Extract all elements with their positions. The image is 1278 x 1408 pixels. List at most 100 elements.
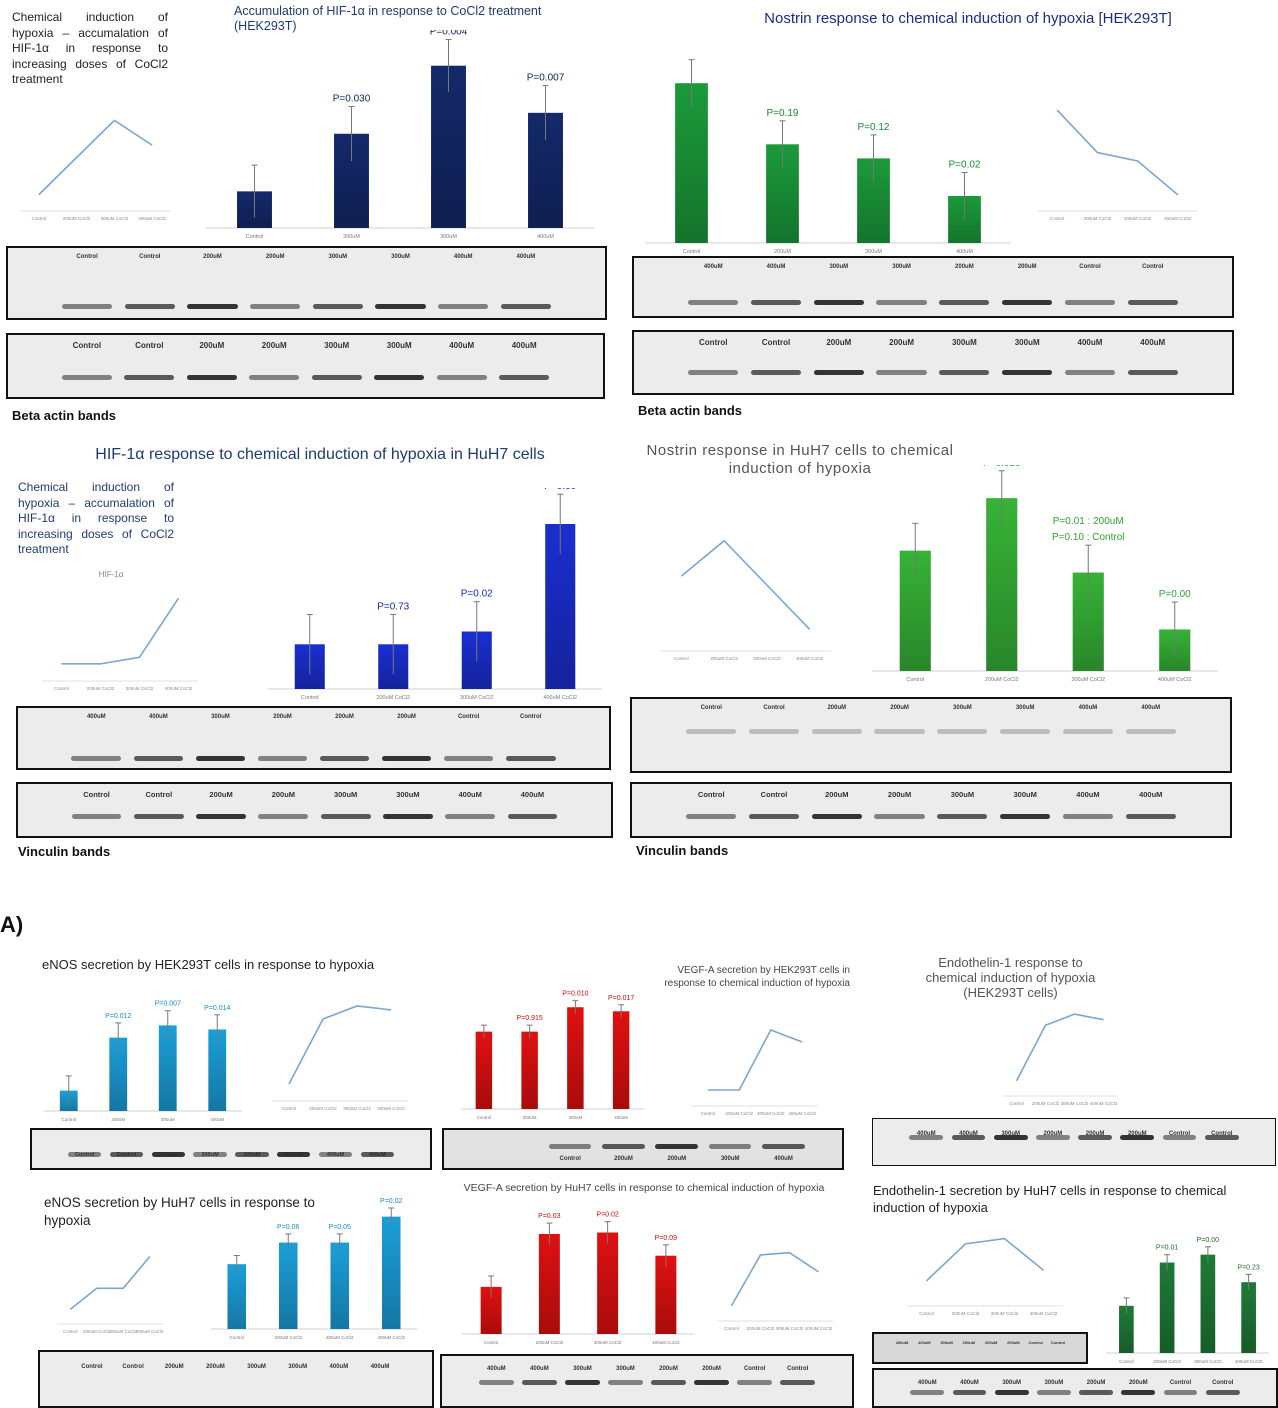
- trend-line: [288, 1005, 392, 1085]
- chart-enos-hek293t: Control P=0.012 200uM P=0.007 300uM P=0.014 40…: [44, 1001, 242, 1122]
- trend-nostrin-hek293t: Control 200uM CoCl2 300uM CoCl2 400uM CoCl2: [1037, 109, 1198, 221]
- tick-label-2: 300uM: [440, 234, 457, 240]
- trend-tick-0: Control: [32, 216, 47, 221]
- bar-3: [1241, 1282, 1256, 1353]
- lane-label-7: Control: [1050, 1340, 1066, 1345]
- p-value-1: P=0.19: [767, 108, 799, 119]
- lane-label-6: 400uM: [1078, 705, 1098, 711]
- band-7: [499, 375, 550, 380]
- band-4: [939, 300, 990, 305]
- tick-label-0: Control: [484, 1340, 499, 1345]
- band-4: [311, 375, 362, 380]
- trend-line: [1015, 1013, 1104, 1082]
- band-3: [193, 1152, 227, 1157]
- bar-2: [1200, 1254, 1216, 1353]
- lane-label-1: 400uM: [960, 1380, 979, 1386]
- c8-title: eNOS secretion by HuH7 cells in response…: [44, 1195, 315, 1228]
- band-4: [762, 1144, 805, 1149]
- lane-label-6: Control: [1168, 1131, 1191, 1137]
- band-4: [319, 756, 370, 761]
- band-6: [1064, 370, 1116, 375]
- lane-label-7: 400uM: [520, 790, 545, 799]
- bar-2: [567, 1007, 584, 1109]
- bar-1: [538, 1233, 560, 1334]
- band-2: [186, 375, 237, 380]
- lane-label-6: 400uM: [458, 790, 482, 799]
- p-value-1: P=0.012: [105, 1013, 131, 1020]
- band-0: [61, 375, 112, 380]
- lane-label-1: Control: [760, 790, 788, 799]
- lane-label-5: 200uM: [1127, 1131, 1147, 1137]
- lane-label-7: 400uM: [1141, 705, 1161, 711]
- lane-label-3: 300uM: [616, 1366, 635, 1372]
- trend-tick-0: Control: [282, 1106, 297, 1111]
- blot-b2a: Control Control 200uM 200uM 300uM 300uM 400uM 4…: [632, 330, 1234, 395]
- tick-label-0: Control: [246, 234, 264, 240]
- p-value-1: P=0.03: [538, 1213, 560, 1220]
- band-0: [909, 1135, 944, 1140]
- lane-label-0: Control: [72, 341, 102, 350]
- bar-2: [330, 1242, 350, 1329]
- band-5: [382, 814, 433, 819]
- lane-label-3: 200uM: [273, 714, 292, 720]
- trend-nostrin-huh7: Control 200uM CoCl2 300uM CoCl2 400uM CoCl2: [660, 539, 831, 661]
- p-value-2: P=0.010: [562, 991, 588, 998]
- band-1: [124, 304, 175, 309]
- p-value-1: P=0.01: [1156, 1245, 1178, 1252]
- lane-label-1: Control: [145, 790, 173, 799]
- tick-label-3: 400uM CoCl2: [543, 695, 577, 701]
- band-3: [708, 1144, 752, 1149]
- band-0: [68, 1152, 102, 1157]
- trend-vegf-huh7: Control 200uM CoCl2 300uM CoCl2 400uM CoCl2: [717, 1251, 833, 1331]
- blot-b8: Control Control 200uM 200uM 300uM 300uM 400uM 4…: [38, 1350, 434, 1408]
- band-3: [876, 300, 927, 305]
- lane-label-4: 200uM: [1086, 1380, 1106, 1386]
- lane-label-0: Control: [76, 254, 98, 260]
- blot-b4: Control Control 200uM 200uM 300uM 300uM 400uM 4…: [630, 697, 1232, 773]
- band-1: [952, 1390, 987, 1395]
- band-1: [750, 370, 802, 375]
- chart-endothelin-huh7: Control P=0.01 200uM CoCl2 P=0.00 300uM CoCl…: [1106, 1237, 1269, 1364]
- c3-title: HIF-1α response to chemical induction of…: [95, 446, 545, 463]
- p-value-1: P=0.010: [983, 465, 1021, 469]
- lane-label-2: 300uM: [211, 714, 230, 720]
- bar-3: [381, 1216, 401, 1329]
- band-7: [507, 814, 558, 819]
- band-3: [258, 814, 309, 819]
- tick-label-3: 400uM: [210, 1117, 224, 1122]
- band-1: [748, 729, 800, 734]
- c7-title: Endothelin-1 response to chemical induct…: [925, 955, 1096, 1000]
- trend-line: [730, 1251, 819, 1307]
- lane-label-6: Control: [1169, 1380, 1192, 1386]
- bar-3: [612, 1011, 630, 1109]
- lane-label-0: Control: [700, 705, 722, 711]
- tick-label-1: 200uM CoCl2: [536, 1340, 564, 1345]
- trend-hif-hek293t: Control 200uM CoCl2 300uM CoCl2 400uM CoCl2: [20, 119, 171, 221]
- lane-label-3: 200uM: [206, 1364, 225, 1370]
- p-value-1: P=0.06: [277, 1224, 299, 1231]
- lane-label-4: 300uM: [950, 790, 975, 799]
- trend-tick-1: 200uM CoCl2: [1084, 216, 1112, 221]
- lane-label-2: 200uM: [203, 254, 222, 260]
- trend-endothelin-huh7: Control 200uM CoCl2 300uM CoCl2 400uM CoCl2: [907, 1237, 1063, 1316]
- lane-label-3: 200uM: [890, 705, 909, 711]
- band-6: [436, 375, 487, 380]
- band-1: [133, 756, 184, 761]
- blot-b10-mini: 400uM 400uM 300uM 200uM 200uM 200uM Control Con…: [872, 1332, 1088, 1364]
- tick-label-3: 400uM CoCl2: [1235, 1359, 1263, 1364]
- trend-line: [680, 539, 811, 630]
- band-5: [381, 756, 432, 761]
- lane-label-3: 200uM: [889, 338, 915, 347]
- lane-label-5: 300uM: [1014, 338, 1040, 347]
- lane-label-3: 200uM: [887, 790, 912, 799]
- blot-b5: ControlControl200uM200uM300uM300uM400uM4…: [30, 1128, 432, 1170]
- lane-label-1: Control: [139, 254, 161, 260]
- tick-label-2: 300uM: [865, 249, 882, 255]
- band-1: [750, 300, 802, 305]
- tick-label-3: 400uM: [537, 234, 554, 240]
- lane-label-5: 200uM: [702, 1366, 721, 1372]
- blot-b3: 400uM 400uM 300uM 200uM 200uM 200uM Control Con…: [16, 706, 611, 770]
- tick-label-2: 300uM: [161, 1117, 175, 1122]
- lane-label-7: Control: [1142, 264, 1164, 270]
- lane-label-2: 200uM: [826, 338, 852, 347]
